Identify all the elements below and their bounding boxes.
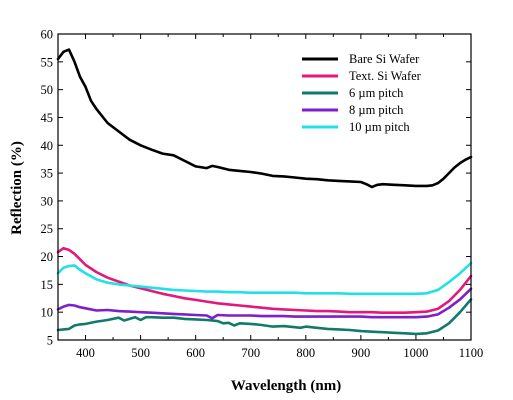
- y-tick-label: 30: [41, 194, 54, 208]
- series-line-1: [56, 246, 473, 314]
- x-tick-label: 1000: [403, 346, 428, 360]
- series-line-2: [56, 298, 473, 336]
- legend-label: 8 µm pitch: [349, 103, 404, 117]
- x-tick-label: 700: [241, 346, 260, 360]
- y-tick-label: 55: [41, 55, 54, 69]
- x-tick-label: 600: [186, 346, 205, 360]
- y-tick-label: 50: [41, 83, 54, 97]
- x-axis-title: Wavelength (nm): [231, 378, 341, 394]
- x-axis-ticks: 400 500 600 700 800 900 1000 1100: [57, 34, 484, 360]
- legend-label: Text. Si Wafer: [349, 69, 422, 83]
- series-line-0: [56, 48, 473, 189]
- x-tick-label: 900: [351, 346, 370, 360]
- x-tick-label: 400: [76, 346, 95, 360]
- y-tick-label: 15: [41, 278, 54, 292]
- y-axis-ticks: 5 10 15 20 25 30 35 40 45 50 55 60: [41, 28, 471, 348]
- series-line-3: [56, 287, 473, 320]
- y-tick-label: 10: [41, 306, 54, 320]
- legend-label: 6 µm pitch: [349, 86, 404, 100]
- y-tick-label: 20: [41, 250, 54, 264]
- legend: Bare Si Wafer Text. Si Wafer 6 µm pitch 8 µ…: [302, 52, 422, 134]
- x-tick-label: 1100: [459, 346, 484, 360]
- y-tick-label: 40: [41, 139, 54, 153]
- y-axis-title: Reflection (%): [9, 141, 25, 235]
- legend-label: 10 µm pitch: [349, 120, 410, 134]
- y-tick-label: 25: [41, 222, 54, 236]
- legend-label: Bare Si Wafer: [349, 52, 420, 66]
- y-tick-label: 5: [47, 334, 53, 348]
- y-tick-label: 45: [41, 111, 54, 125]
- y-tick-label: 60: [41, 28, 54, 42]
- x-tick-label: 800: [296, 346, 315, 360]
- plot-lines: [56, 48, 473, 336]
- plot-frame: [57, 33, 472, 341]
- y-tick-label: 35: [41, 167, 54, 181]
- x-tick-label: 500: [131, 346, 150, 360]
- series-line-4: [56, 261, 473, 296]
